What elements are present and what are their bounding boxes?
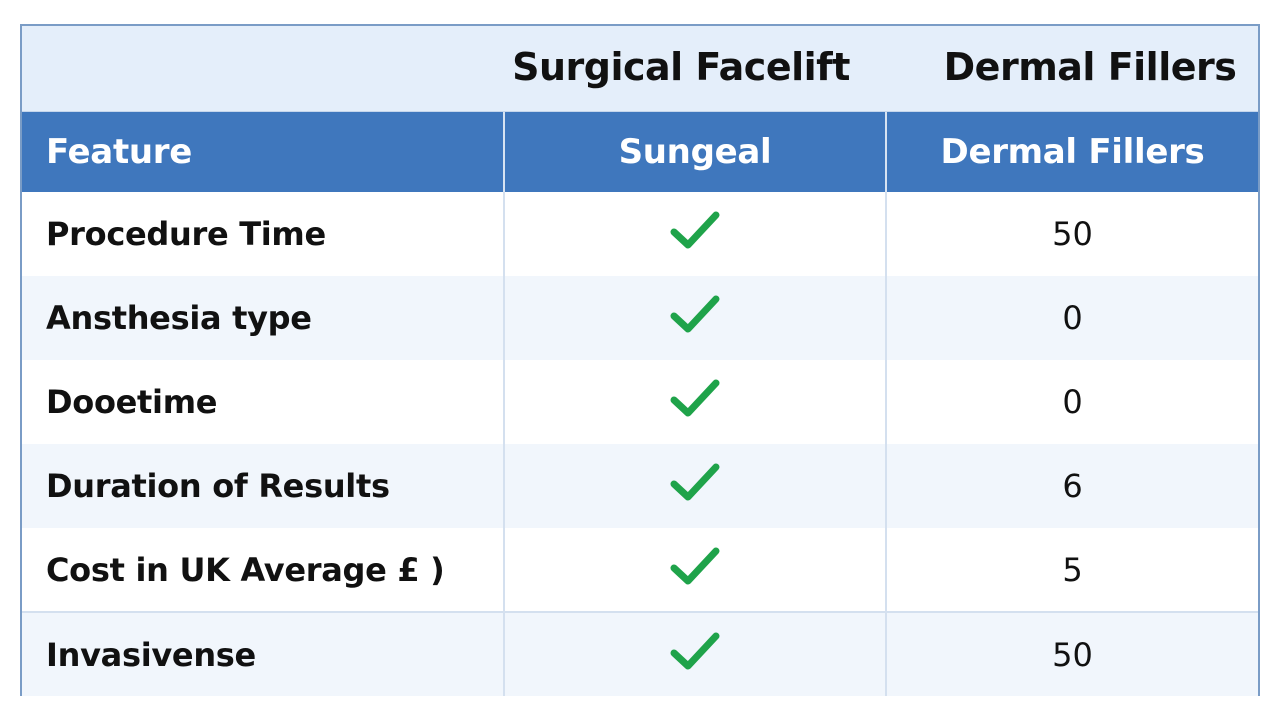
surgical-cell [504, 192, 887, 276]
comparison-table: Feature Sungeal Dermal Fillers Procedure… [22, 112, 1258, 696]
check-icon [669, 208, 721, 260]
check-icon [669, 292, 721, 344]
fillers-cell: 50 [1052, 215, 1093, 253]
check-icon [669, 544, 721, 596]
column-header-fillers: Dermal Fillers [940, 132, 1205, 172]
check-icon [669, 629, 721, 681]
top-title-surgical-facelift: Surgical Facelift [512, 45, 850, 89]
check-icon [669, 376, 721, 428]
comparison-table-frame: Surgical Facelift Dermal Fillers Feature… [20, 24, 1260, 696]
top-header-band: Surgical Facelift Dermal Fillers [22, 26, 1258, 112]
fillers-cell: 0 [1062, 383, 1083, 421]
table-header-row: Feature Sungeal Dermal Fillers [22, 112, 1258, 192]
fillers-cell: 0 [1062, 299, 1083, 337]
feature-cell: Ansthesia type [22, 276, 505, 360]
fillers-cell: 6 [1062, 467, 1083, 505]
top-title-dermal-fillers: Dermal Fillers [943, 45, 1237, 89]
surgical-cell [504, 276, 887, 360]
table-row: Invasivense 50 [22, 611, 1258, 696]
column-header-surgical: Sungeal [504, 112, 887, 192]
surgical-cell [504, 611, 887, 696]
surgical-cell [504, 444, 887, 528]
feature-cell: Procedure Time [22, 192, 505, 276]
table-row: Ansthesia type 0 [22, 276, 1258, 360]
column-header-feature: Feature [22, 112, 505, 192]
table-row: Dooetime 0 [22, 360, 1258, 444]
table-row: Procedure Time 50 [22, 192, 1258, 276]
surgical-cell [504, 528, 887, 612]
surgical-cell [504, 360, 887, 444]
fillers-cell: 5 [1062, 550, 1083, 589]
feature-cell: Cost in UK Average £ ) [22, 528, 505, 612]
fillers-cell: 50 [886, 611, 1258, 696]
table-row: Duration of Results 6 [22, 444, 1258, 528]
feature-cell: Invasivense [22, 611, 505, 696]
feature-cell: Dooetime [22, 360, 505, 444]
check-icon [669, 460, 721, 512]
feature-cell: Duration of Results [22, 444, 505, 528]
table-row: Cost in UK Average £ ) 5 [22, 528, 1258, 612]
